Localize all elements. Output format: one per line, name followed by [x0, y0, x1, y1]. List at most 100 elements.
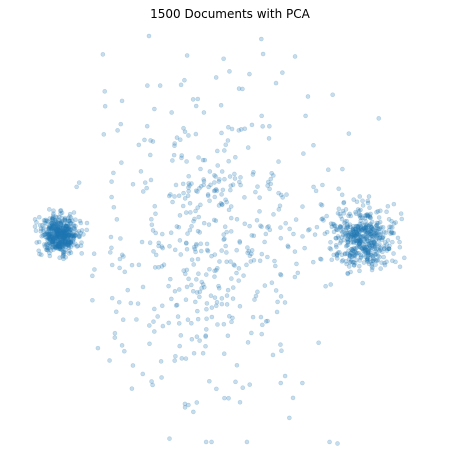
data-point — [55, 243, 61, 249]
data-point — [237, 399, 243, 405]
data-point — [61, 228, 67, 234]
data-point — [328, 282, 334, 287]
data-point — [43, 231, 48, 236]
data-point — [369, 231, 375, 237]
data-point — [228, 204, 234, 209]
data-point — [365, 198, 371, 204]
data-point — [49, 221, 55, 226]
data-point — [347, 230, 353, 235]
data-point — [139, 239, 145, 245]
data-point — [57, 218, 63, 224]
data-point — [259, 113, 264, 119]
data-point — [53, 228, 59, 234]
data-point — [225, 287, 231, 293]
data-point — [40, 223, 45, 228]
data-point — [361, 237, 367, 242]
data-point — [52, 234, 58, 240]
data-point — [62, 215, 68, 221]
data-point — [62, 218, 68, 224]
data-point — [48, 241, 53, 246]
data-point — [64, 226, 70, 232]
data-point — [341, 237, 346, 243]
data-point — [48, 248, 54, 253]
data-point — [198, 248, 204, 254]
data-point — [228, 183, 234, 189]
data-point — [55, 242, 61, 247]
data-point — [197, 289, 203, 295]
data-point — [68, 224, 73, 229]
data-point — [47, 250, 52, 256]
data-point — [44, 218, 50, 224]
data-point — [186, 133, 191, 138]
data-point — [391, 230, 397, 236]
data-point — [384, 248, 390, 253]
data-point — [68, 215, 74, 221]
data-point — [53, 214, 59, 220]
data-point — [220, 187, 226, 193]
data-point — [49, 239, 55, 245]
data-point — [56, 232, 61, 238]
data-point — [217, 259, 222, 264]
data-point — [362, 245, 367, 251]
data-point — [72, 226, 77, 232]
data-point — [51, 247, 56, 252]
data-point — [41, 225, 46, 230]
data-point — [370, 253, 376, 259]
data-point — [375, 253, 381, 259]
data-point — [58, 246, 63, 252]
data-point — [251, 169, 256, 175]
data-point — [68, 221, 74, 226]
data-point — [368, 245, 374, 251]
data-point — [170, 199, 175, 205]
data-point — [359, 246, 365, 251]
data-point — [362, 225, 368, 231]
data-point — [153, 252, 159, 258]
data-point — [391, 201, 397, 207]
data-point — [393, 220, 398, 225]
data-point — [54, 243, 60, 249]
data-point — [213, 267, 219, 273]
data-point — [182, 196, 188, 201]
data-point — [172, 141, 177, 146]
data-point — [55, 224, 61, 229]
data-point — [166, 320, 172, 326]
data-point — [68, 250, 74, 255]
data-point — [54, 231, 60, 236]
data-point — [57, 244, 63, 250]
data-point — [313, 188, 319, 194]
data-point — [50, 238, 56, 243]
data-point — [350, 239, 355, 245]
data-point — [379, 235, 385, 240]
data-point — [172, 143, 177, 149]
data-point — [66, 218, 72, 224]
data-point — [67, 226, 72, 232]
data-point — [267, 227, 273, 233]
data-point — [195, 96, 201, 102]
data-point — [350, 228, 356, 233]
data-point — [58, 211, 63, 217]
data-point — [263, 319, 269, 324]
data-point — [42, 244, 48, 249]
data-point — [352, 249, 358, 255]
data-point — [358, 238, 363, 244]
data-point — [57, 232, 63, 237]
data-point — [61, 251, 67, 256]
data-point — [327, 439, 332, 445]
data-point — [53, 226, 59, 231]
data-point — [372, 241, 377, 246]
data-point — [59, 225, 64, 231]
data-point — [55, 238, 61, 244]
data-point — [352, 252, 357, 258]
data-point — [45, 237, 50, 243]
data-point — [350, 248, 356, 253]
data-point — [67, 232, 72, 238]
data-point — [382, 246, 387, 251]
data-point — [51, 228, 57, 234]
data-point — [45, 226, 51, 232]
data-point — [66, 233, 71, 239]
data-point — [368, 231, 373, 237]
data-point — [70, 238, 76, 244]
data-point — [255, 184, 260, 189]
data-point — [212, 268, 217, 274]
